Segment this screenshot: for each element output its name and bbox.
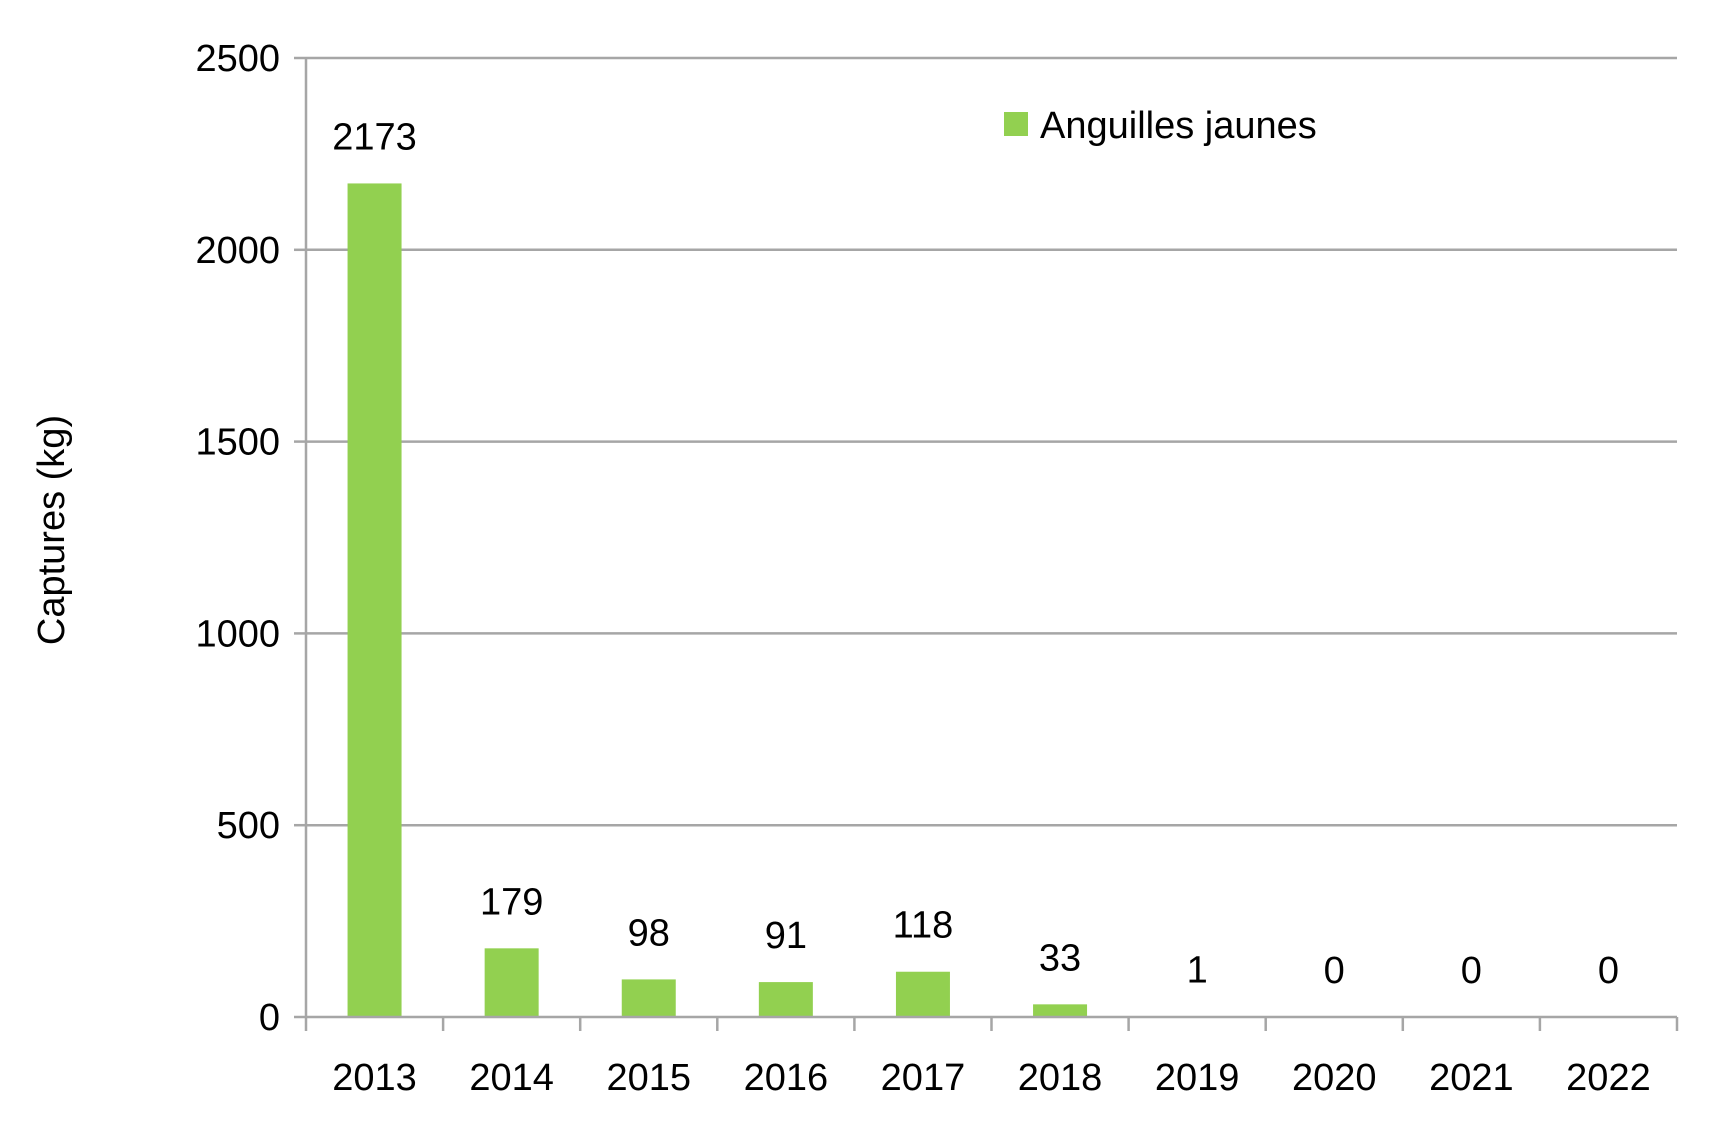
legend: Anguilles jaunes: [1004, 105, 1317, 147]
bar-2018: [1033, 1004, 1088, 1017]
y-tick-label: 500: [217, 805, 280, 847]
bars: [347, 183, 1225, 1017]
data-labels: 2173 179 98 91 118 33 1 0 0 0: [332, 116, 1619, 992]
legend-label: Anguilles jaunes: [1040, 105, 1317, 147]
x-tick-label: 2014: [469, 1057, 554, 1099]
y-tick-label: 2000: [195, 230, 280, 272]
bar-2013: [347, 183, 402, 1017]
data-label-2018: 33: [1039, 937, 1081, 979]
data-label-2017: 118: [893, 905, 954, 947]
x-tick-label: 2022: [1566, 1057, 1651, 1099]
x-tick-label: 2015: [606, 1057, 691, 1099]
x-tick-label: 2021: [1429, 1057, 1514, 1099]
data-label-2013: 2173: [332, 116, 417, 158]
data-label-2014: 179: [480, 881, 543, 923]
data-label-2021: 0: [1461, 950, 1482, 992]
data-label-2019: 1: [1187, 950, 1208, 992]
y-axis-title: Captures (kg): [31, 415, 73, 645]
y-tick-label: 0: [259, 997, 280, 1039]
x-tick-label: 2018: [1018, 1057, 1103, 1099]
gridlines: [306, 56, 1677, 827]
bar-2015: [621, 979, 676, 1017]
x-tick-label: 2013: [332, 1057, 417, 1099]
data-label-2015: 98: [628, 912, 670, 954]
bar-2017: [895, 971, 950, 1017]
data-label-2020: 0: [1324, 950, 1345, 992]
x-tick-label: 2019: [1155, 1057, 1240, 1099]
bar-2014: [484, 948, 539, 1017]
x-tick-label: 2020: [1292, 1057, 1377, 1099]
x-tick-label: 2016: [744, 1057, 829, 1099]
y-tick-label: 2500: [195, 38, 280, 80]
bar-2016: [758, 982, 813, 1017]
y-tick-label: 1500: [195, 422, 280, 464]
y-tick-label: 1000: [195, 613, 280, 655]
data-label-2016: 91: [765, 915, 807, 957]
legend-swatch: [1004, 112, 1028, 136]
x-tick-label: 2017: [881, 1057, 966, 1099]
data-label-2022: 0: [1598, 950, 1619, 992]
